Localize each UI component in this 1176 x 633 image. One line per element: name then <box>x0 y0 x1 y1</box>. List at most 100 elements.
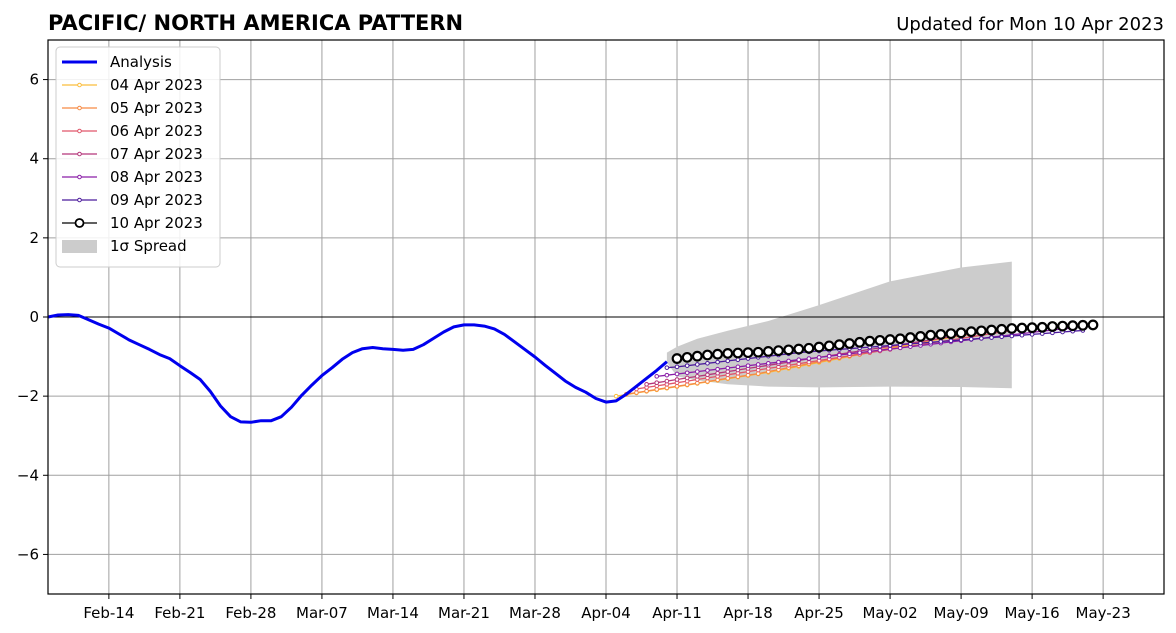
forecast-point <box>796 357 802 363</box>
chart-subtitle: Updated for Mon 10 Apr 2023 <box>896 14 1164 35</box>
legend: Analysis 04 Apr 2023 05 Apr 2023 06 Apr 202… <box>55 46 221 268</box>
forecast-point <box>752 346 764 358</box>
forecast-point <box>887 346 893 352</box>
forecast-point <box>945 328 957 340</box>
forecast-point <box>986 324 997 336</box>
forecast-point <box>684 375 690 381</box>
legend-marker <box>77 82 82 88</box>
forecast-point <box>674 377 680 382</box>
forecast-point <box>695 369 700 374</box>
forecast-point <box>776 359 781 365</box>
forecast-point <box>844 338 855 349</box>
x-tick-label: Feb-28 <box>225 604 276 622</box>
forecast-point <box>783 344 795 356</box>
legend-item: 10 Apr 2023 <box>62 214 203 232</box>
legend-marker <box>77 174 82 180</box>
y-tick-label: 6 <box>29 71 39 89</box>
forecast-point <box>793 343 805 355</box>
legend-label: 1σ Spread <box>110 237 187 255</box>
forecast-point <box>684 370 690 376</box>
plot-frame <box>47 39 1165 595</box>
forecast-point <box>755 371 761 376</box>
forecast-point <box>755 362 761 367</box>
y-axis: −6 −4 −2 0 2 4 6 <box>17 71 48 563</box>
forecast-point <box>999 334 1004 340</box>
analysis-series <box>47 313 668 424</box>
forecast-point <box>745 372 751 378</box>
forecast-point <box>644 388 649 394</box>
analysis-line <box>47 313 668 424</box>
forecast-point <box>674 364 680 370</box>
legend-marker <box>77 128 82 134</box>
x-tick-label: Mar-28 <box>509 604 561 622</box>
forecast-point <box>715 366 720 372</box>
forecast-series <box>671 319 1099 364</box>
forecast-point <box>854 336 866 348</box>
forecast-point <box>725 376 731 381</box>
legend-label: 06 Apr 2023 <box>110 122 203 140</box>
forecast-point <box>695 380 700 386</box>
forecast-point <box>847 351 852 357</box>
forecast-point <box>864 335 876 347</box>
legend-label: Analysis <box>110 53 172 71</box>
legend-label: 08 Apr 2023 <box>110 168 203 186</box>
forecast-point <box>925 329 937 341</box>
forecast-point <box>691 350 703 362</box>
forecast-point <box>806 356 812 361</box>
forecast-point <box>1019 332 1025 338</box>
forecast-point <box>766 360 771 366</box>
legend-item: 08 Apr 2023 <box>62 168 203 186</box>
legend-box <box>55 46 221 268</box>
forecast-point <box>813 341 825 353</box>
forecast-point <box>735 357 741 363</box>
x-tick-label: Apr-18 <box>723 604 773 622</box>
forecast-point <box>955 327 967 339</box>
forecast-point <box>671 353 683 364</box>
forecast-point <box>918 340 923 346</box>
legend-item: 06 Apr 2023 <box>62 122 203 140</box>
forecast-point <box>975 325 987 337</box>
x-tick-label: Feb-21 <box>154 604 205 622</box>
forecast-point <box>762 346 774 357</box>
x-tick-label: Feb-14 <box>83 604 134 622</box>
forecast-point <box>725 369 731 374</box>
forecast-point <box>674 383 680 389</box>
x-tick-label: Apr-11 <box>652 604 702 622</box>
forecast-point <box>705 379 710 384</box>
forecast-point <box>715 377 720 383</box>
forecast-point <box>979 336 984 341</box>
forecast-point <box>1016 322 1028 334</box>
x-tick-label: Apr-25 <box>794 604 844 622</box>
forecast-point <box>1046 321 1058 332</box>
forecast-point <box>742 347 754 359</box>
x-tick-label: May-09 <box>933 604 988 622</box>
forecast-point <box>712 348 723 360</box>
forecast-point <box>705 372 710 378</box>
legend-label: 04 Apr 2023 <box>110 76 203 94</box>
spread-area <box>666 261 1012 389</box>
forecast-point <box>1067 320 1079 332</box>
y-tick-label: −2 <box>17 387 39 405</box>
forecast-point <box>725 358 731 364</box>
forecast-point <box>681 351 693 363</box>
forecast-point <box>1006 323 1018 334</box>
forecast-point <box>664 385 670 391</box>
forecast-point <box>732 347 744 359</box>
legend-item: 04 Apr 2023 <box>62 76 203 94</box>
forecast-point <box>884 334 896 345</box>
legend-item: 1σ Spread <box>62 237 187 255</box>
forecast-point <box>654 387 660 392</box>
forecast-point <box>823 340 835 352</box>
forecast-point <box>837 352 842 358</box>
forecast-point <box>803 342 815 354</box>
legend-item: 05 Apr 2023 <box>62 99 203 117</box>
forecast-point <box>725 365 731 371</box>
forecast-point <box>773 345 784 357</box>
y-tick-label: −6 <box>17 545 39 563</box>
forecast-point <box>1036 321 1048 333</box>
forecast-point <box>1057 320 1068 332</box>
forecast-point <box>745 363 751 368</box>
legend-item: Analysis <box>62 53 172 71</box>
forecast-point <box>674 371 680 377</box>
